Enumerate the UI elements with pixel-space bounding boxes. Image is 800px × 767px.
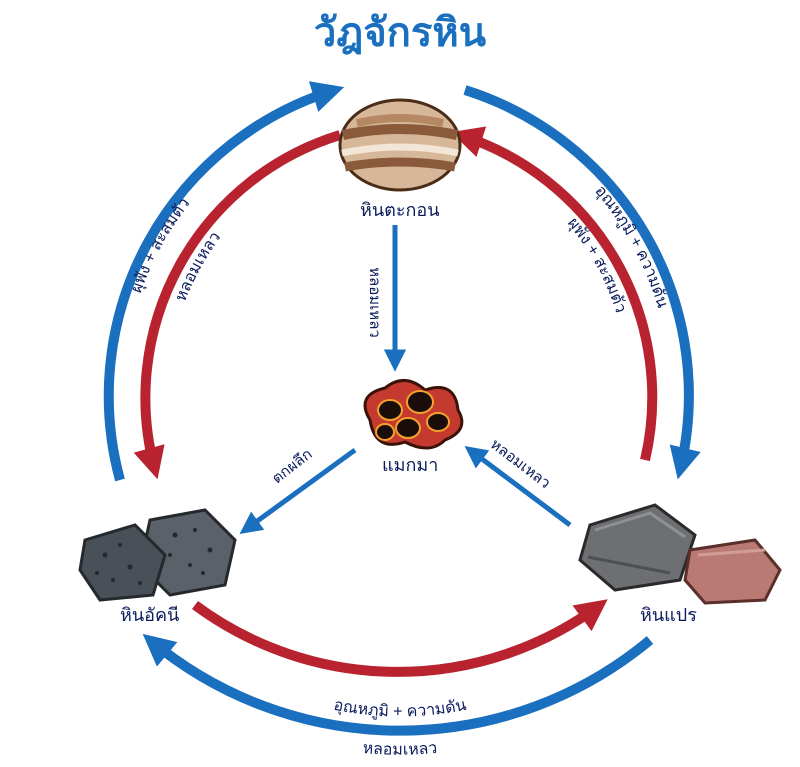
label-red-ig-to-met: อุณหภูมิ + ความดัน: [332, 697, 468, 721]
diagram-svg: ผุพัง + สะสมตัว หลอมเหลว อุณหภูมิ + ความ…: [0, 0, 800, 767]
label-magma: แมกมา: [382, 450, 438, 479]
arc-red-sed-to-ig: [145, 135, 340, 470]
title-text: วัฎจักรหิน: [314, 11, 486, 55]
label-blue-met-to-mag: หลอมเหลว: [487, 436, 553, 492]
label-metamorphic: หินแปร: [640, 600, 697, 629]
label-igneous: หินอัคนี: [120, 600, 179, 629]
diagram-container: วัฎจักรหิน: [0, 0, 800, 767]
label-blue-sed-to-mag: หลอมเหลว: [366, 267, 383, 338]
rock-igneous-icon: [80, 510, 235, 600]
rock-sedimentary-icon: [340, 100, 460, 190]
label-sedimentary: หินตะกอน: [360, 195, 440, 224]
arc-red-ig-to-met: [195, 605, 600, 672]
rock-metamorphic-icon: [580, 505, 780, 603]
diagram-title: วัฎจักรหิน: [0, 0, 800, 64]
label-blue-met-to-ig: หลอมเหลว: [362, 740, 438, 759]
rock-magma-icon: [365, 380, 462, 448]
